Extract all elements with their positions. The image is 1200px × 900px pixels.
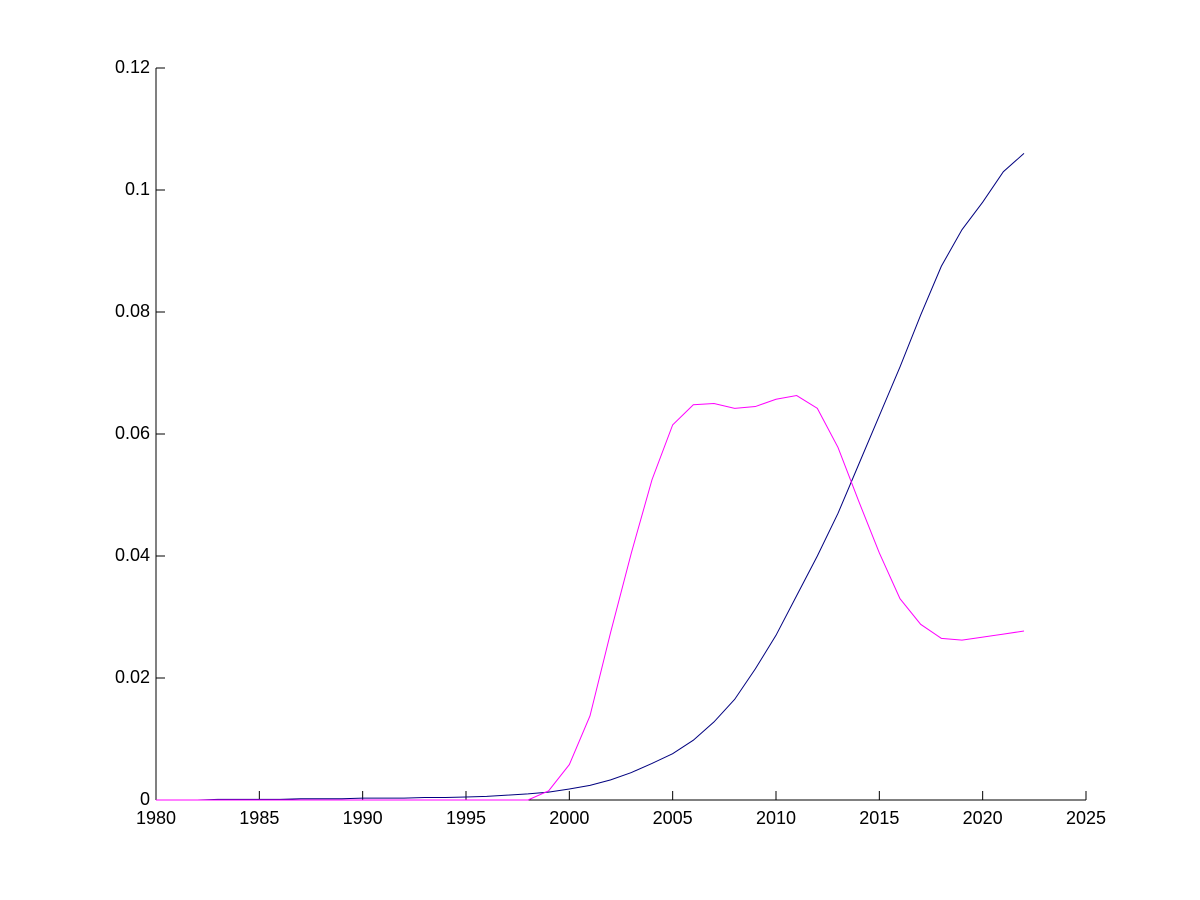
- x-tick-label: 2025: [1066, 808, 1106, 828]
- y-tick-label: 0.06: [115, 423, 150, 443]
- y-tick-label: 0.02: [115, 667, 150, 687]
- y-tick-label: 0.04: [115, 545, 150, 565]
- x-tick-label: 1990: [343, 808, 383, 828]
- y-tick-label: 0.08: [115, 301, 150, 321]
- x-tick-label: 2015: [859, 808, 899, 828]
- y-tick-label: 0.12: [115, 57, 150, 77]
- x-tick-label: 1985: [239, 808, 279, 828]
- x-tick-label: 2010: [756, 808, 796, 828]
- x-tick-label: 1980: [136, 808, 176, 828]
- x-tick-label: 2005: [653, 808, 693, 828]
- x-tick-label: 2000: [549, 808, 589, 828]
- line-series: [156, 395, 1025, 801]
- line-series: [156, 153, 1025, 801]
- y-tick-label: 0.1: [125, 179, 150, 199]
- y-tick-label: 0: [140, 789, 150, 809]
- x-tick-label: 1995: [446, 808, 486, 828]
- x-tick-label: 2020: [963, 808, 1003, 828]
